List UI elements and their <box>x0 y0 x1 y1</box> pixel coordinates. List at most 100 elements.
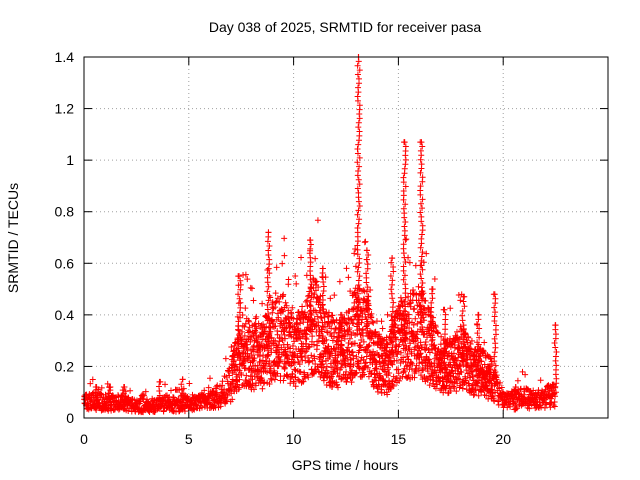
data-point <box>418 275 425 282</box>
data-point <box>316 332 323 339</box>
data-point <box>371 340 378 347</box>
data-point <box>550 402 557 409</box>
data-point <box>464 339 471 346</box>
data-point <box>236 384 243 391</box>
data-point <box>476 325 483 332</box>
data-point <box>390 299 397 306</box>
data-point <box>507 403 514 410</box>
data-point <box>120 396 127 403</box>
data-point <box>422 341 429 348</box>
data-point <box>265 283 272 290</box>
data-point <box>514 405 521 412</box>
data-point <box>393 357 400 364</box>
data-point <box>243 372 250 379</box>
data-point <box>224 392 231 399</box>
data-point <box>178 386 185 393</box>
data-point <box>254 339 261 346</box>
data-point <box>235 327 242 334</box>
data-point <box>264 333 271 340</box>
data-point <box>347 316 354 323</box>
data-point <box>279 308 286 315</box>
data-point <box>355 167 362 174</box>
data-point <box>314 313 321 320</box>
data-point <box>324 313 331 320</box>
data-point <box>417 339 424 346</box>
data-point <box>249 285 256 292</box>
data-point <box>379 325 386 332</box>
data-point <box>522 371 529 378</box>
data-point <box>420 259 427 266</box>
data-point <box>488 361 495 368</box>
chart-title: Day 038 of 2025, SRMTID for receiver pas… <box>209 19 482 35</box>
data-point <box>419 323 426 330</box>
data-point <box>355 264 362 271</box>
data-point <box>424 368 431 375</box>
data-point <box>487 355 494 362</box>
data-point <box>249 376 256 383</box>
data-point <box>441 306 448 313</box>
data-point <box>463 367 470 374</box>
data-point <box>356 216 363 223</box>
data-point <box>314 217 321 224</box>
data-point <box>266 292 273 299</box>
data-point <box>223 374 230 381</box>
data-point <box>338 364 345 371</box>
data-point <box>420 331 427 338</box>
data-point <box>242 356 249 363</box>
data-point <box>363 329 370 336</box>
data-point <box>443 382 450 389</box>
data-point <box>481 339 488 346</box>
data-point <box>338 311 345 318</box>
data-point <box>87 380 94 387</box>
data-point <box>201 387 208 394</box>
data-point <box>92 392 99 399</box>
data-point <box>401 321 408 328</box>
data-point <box>418 319 425 326</box>
data-point <box>235 291 242 298</box>
data-point <box>400 187 407 194</box>
data-point <box>253 338 260 345</box>
data-point <box>329 312 336 319</box>
data-point <box>402 156 409 163</box>
data-point <box>281 331 288 338</box>
data-point <box>283 302 290 309</box>
data-point <box>344 354 351 361</box>
data-point <box>387 272 394 279</box>
data-point <box>552 384 559 391</box>
data-point <box>456 363 463 370</box>
data-point <box>355 364 362 371</box>
data-point <box>234 313 241 320</box>
data-point <box>334 381 341 388</box>
data-point <box>373 365 380 372</box>
data-point <box>389 330 396 337</box>
data-point <box>292 383 299 390</box>
data-point <box>269 299 276 306</box>
data-point <box>425 356 432 363</box>
data-point <box>552 344 559 351</box>
data-point <box>285 276 292 283</box>
data-point <box>402 330 409 337</box>
data-point <box>289 343 296 350</box>
data-point <box>473 366 480 373</box>
data-point <box>170 394 177 401</box>
data-point <box>323 336 330 343</box>
data-point <box>492 362 499 369</box>
data-point <box>357 344 364 351</box>
data-point <box>402 143 409 150</box>
data-point <box>327 295 334 302</box>
data-point <box>264 274 271 281</box>
data-point <box>363 316 370 323</box>
data-point <box>98 384 105 391</box>
data-point <box>364 364 371 371</box>
data-point <box>475 377 482 384</box>
data-point <box>289 371 296 378</box>
data-point <box>418 297 425 304</box>
data-point <box>239 311 246 318</box>
data-point <box>469 385 476 392</box>
data-point <box>419 174 426 181</box>
data-point <box>552 331 559 338</box>
data-point <box>387 335 394 342</box>
data-point <box>356 203 363 210</box>
data-point <box>327 374 334 381</box>
data-point <box>176 386 183 393</box>
